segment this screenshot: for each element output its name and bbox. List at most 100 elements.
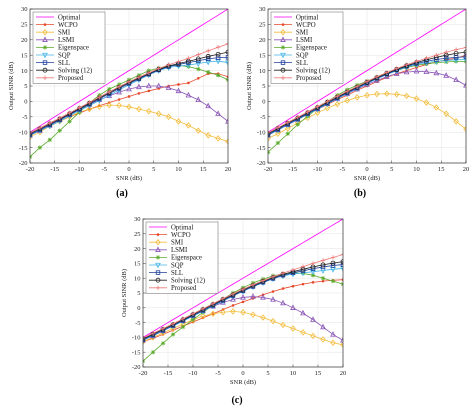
data-point <box>240 309 246 316</box>
data-point <box>463 54 466 59</box>
data-point <box>384 90 390 97</box>
data-point <box>206 48 211 54</box>
x-tick-label: 0 <box>127 166 130 173</box>
legend-marker <box>281 23 285 26</box>
data-point <box>320 276 326 281</box>
data-point <box>196 52 201 57</box>
y-tick-label: -5 <box>135 320 140 327</box>
data-point <box>137 92 141 95</box>
data-point <box>404 62 409 67</box>
data-point <box>200 306 206 311</box>
legend-label: Eigenspace <box>58 45 89 52</box>
data-point <box>160 341 166 346</box>
x-tick-label: 20 <box>225 166 232 173</box>
data-point <box>231 304 235 307</box>
legend-label: Proposed <box>58 75 84 82</box>
legend-label: SQP <box>296 52 309 59</box>
data-point <box>86 105 93 113</box>
data-point <box>150 350 156 355</box>
data-point <box>215 73 221 78</box>
y-tick-label: 15 <box>134 261 141 268</box>
x-tick-label: -15 <box>50 166 59 173</box>
data-point <box>305 109 310 115</box>
legend-label: SQP <box>171 262 184 269</box>
data-point <box>393 70 400 76</box>
data-point <box>403 92 410 100</box>
data-point <box>330 255 336 260</box>
data-point <box>57 128 62 133</box>
data-point <box>275 140 281 146</box>
data-point <box>340 266 343 272</box>
data-point <box>290 267 296 273</box>
legend-label: Solving (12) <box>296 68 330 75</box>
data-point <box>143 335 146 341</box>
data-point <box>310 269 316 276</box>
data-point <box>215 51 221 57</box>
x-tick-label: 15 <box>200 166 207 173</box>
y-tick-label: -15 <box>19 145 28 152</box>
figure-caption: (b) <box>354 188 366 199</box>
x-tick-label: 5 <box>152 166 155 173</box>
data-point <box>30 130 33 136</box>
data-point <box>444 49 449 55</box>
data-point <box>107 89 112 95</box>
data-point <box>187 81 190 85</box>
y-tick-label: 5 <box>24 83 27 90</box>
y-tick-label: -15 <box>132 349 141 356</box>
data-point <box>340 336 343 343</box>
data-point <box>97 94 102 100</box>
data-point <box>47 120 52 126</box>
data-point <box>280 270 286 276</box>
data-point <box>185 122 192 129</box>
y-tick-label: -10 <box>257 129 266 136</box>
legend-label: WCPO <box>296 22 316 29</box>
y-tick-label: -20 <box>132 364 141 371</box>
y-tick-label: 0 <box>24 99 27 106</box>
data-point <box>285 120 290 125</box>
data-point <box>200 312 206 320</box>
data-point <box>330 278 336 284</box>
x-tick-label: 10 <box>413 166 420 173</box>
data-point <box>230 291 236 297</box>
legend-label: LSMI <box>58 37 75 44</box>
data-point <box>225 41 228 47</box>
data-point <box>165 113 172 121</box>
data-point <box>240 294 246 300</box>
series-line-3 <box>143 310 343 346</box>
data-point <box>340 262 343 267</box>
x-tick-label: -10 <box>75 166 84 173</box>
legend-label: SQP <box>58 52 71 59</box>
data-point <box>126 79 132 84</box>
data-point <box>300 271 306 276</box>
data-point <box>146 108 152 115</box>
data-point <box>321 279 325 283</box>
data-point <box>320 323 326 330</box>
figure-caption: (c) <box>231 395 242 406</box>
data-point <box>240 286 246 292</box>
data-point <box>433 69 440 76</box>
x-tick-label: 0 <box>241 370 244 377</box>
y-tick-label: 15 <box>259 52 266 59</box>
data-point <box>225 60 228 66</box>
y-tick-label: 10 <box>259 68 266 75</box>
data-point <box>37 125 43 131</box>
data-point <box>424 56 429 61</box>
data-point <box>393 91 400 98</box>
data-point <box>310 261 316 266</box>
data-point <box>205 102 212 109</box>
data-point <box>414 59 419 64</box>
x-tick-label: 5 <box>390 166 393 173</box>
y-tick-label: 10 <box>21 68 28 75</box>
legend-marker <box>156 233 160 236</box>
legend-marker <box>155 238 161 246</box>
series-line-1 <box>143 219 343 338</box>
data-point <box>126 85 132 92</box>
legend-label: SLL <box>296 60 308 67</box>
data-point <box>453 59 459 64</box>
legend-marker <box>42 60 48 65</box>
data-point <box>271 290 275 293</box>
data-point <box>166 62 171 67</box>
x-tick-label: -15 <box>164 370 173 377</box>
y-tick-label: -20 <box>257 160 266 167</box>
data-point <box>320 262 326 268</box>
